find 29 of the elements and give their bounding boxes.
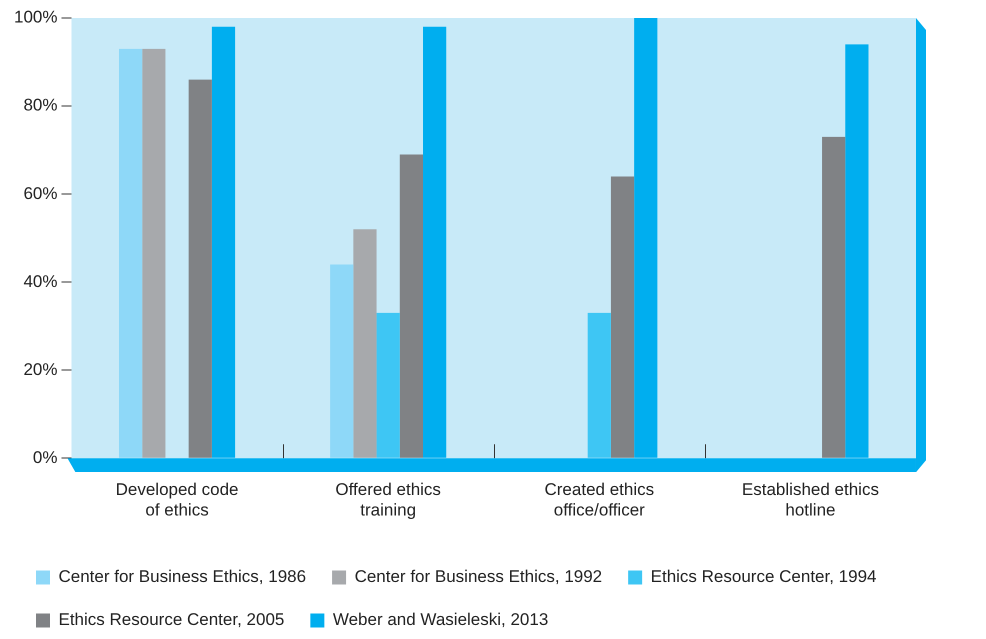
legend-label: Ethics Resource Center, 1994 [650, 567, 876, 586]
legend-label: Center for Business Ethics, 1992 [354, 567, 602, 586]
legend-label: Center for Business Ethics, 1986 [58, 567, 306, 586]
bar [845, 44, 868, 458]
bar [634, 18, 658, 458]
bar [118, 48, 142, 458]
bar [588, 312, 611, 458]
bar [330, 264, 354, 458]
bar [142, 48, 166, 458]
bar [188, 80, 212, 458]
y-tick-label: 80% [23, 96, 58, 115]
bar [400, 154, 424, 458]
y-tick-label: 0% [32, 448, 58, 467]
y-tick-label: 40% [23, 272, 58, 291]
x-tick-label: Developed code of ethics [116, 480, 238, 520]
x-tick-label: Established ethics hotline [742, 480, 879, 520]
bar [353, 229, 377, 458]
x-tick-label: Offered ethics training [335, 480, 441, 520]
y-tick-label: 100% [14, 8, 58, 27]
legend-label: Ethics Resource Center, 2005 [58, 610, 284, 630]
bar [822, 136, 846, 458]
y-tick-label: 60% [23, 184, 58, 203]
bar [610, 176, 634, 458]
bar [423, 26, 446, 458]
legend-label: Weber and Wasieleski, 2013 [332, 610, 548, 630]
x-tick-label: Created ethics office/officer [544, 480, 654, 520]
bar [376, 312, 400, 458]
bar [212, 26, 236, 458]
y-tick-label: 20% [23, 360, 58, 379]
